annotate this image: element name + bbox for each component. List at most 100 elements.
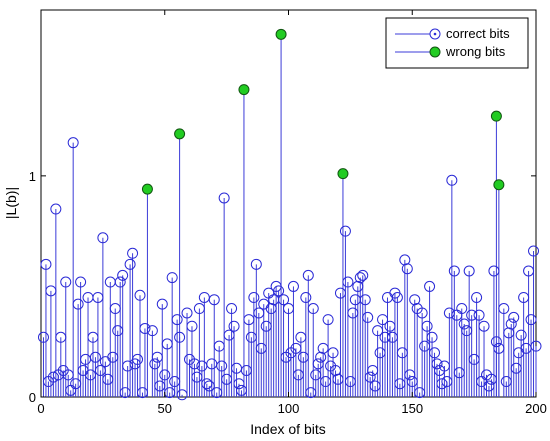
correct-bit-point bbox=[441, 376, 453, 388]
correct-bit-point bbox=[312, 358, 324, 370]
correct-bit-point bbox=[374, 347, 386, 359]
correct-bit-point bbox=[127, 247, 139, 259]
correct-bit-point bbox=[493, 342, 505, 354]
legend-correct-label: correct bits bbox=[446, 26, 510, 41]
correct-bit-point bbox=[186, 320, 198, 332]
correct-bit-point bbox=[89, 351, 101, 363]
correct-bit-point bbox=[528, 245, 540, 257]
correct-bit-point bbox=[431, 358, 443, 370]
correct-bit-point bbox=[473, 309, 485, 321]
correct-bit-point bbox=[396, 347, 408, 359]
correct-bit-point bbox=[456, 303, 468, 315]
correct-bit-point bbox=[515, 329, 527, 341]
correct-bit-point bbox=[253, 307, 265, 319]
legend-wrong-marker bbox=[429, 46, 441, 58]
correct-bit-point bbox=[500, 376, 512, 388]
correct-bit-point bbox=[67, 137, 79, 149]
correct-bit-point bbox=[109, 303, 121, 315]
wrong-bit-point bbox=[141, 183, 153, 195]
correct-bit-point bbox=[332, 373, 344, 385]
correct-bit-point bbox=[97, 232, 109, 244]
correct-bit-point bbox=[124, 258, 136, 270]
correct-bit-point bbox=[525, 314, 537, 326]
correct-bit-point bbox=[218, 192, 230, 204]
correct-bit-point bbox=[248, 291, 260, 303]
correct-bit-point bbox=[169, 376, 181, 388]
correct-bit-point bbox=[488, 265, 500, 277]
correct-bit-point bbox=[419, 340, 431, 352]
correct-bit-point bbox=[359, 294, 371, 306]
correct-bit-point bbox=[436, 378, 448, 390]
correct-bit-point bbox=[235, 384, 247, 396]
correct-bit-point bbox=[159, 369, 171, 381]
correct-bit-point bbox=[37, 331, 49, 343]
correct-bit-point bbox=[139, 322, 151, 334]
correct-bit-point bbox=[283, 303, 294, 315]
correct-bit-point bbox=[290, 342, 302, 354]
correct-bit-point bbox=[72, 298, 84, 310]
correct-bit-point bbox=[134, 289, 146, 301]
correct-bit-point bbox=[243, 314, 255, 326]
correct-bit-point bbox=[149, 358, 161, 370]
correct-bit-point bbox=[523, 265, 535, 277]
wrong-bit-point bbox=[174, 128, 186, 140]
correct-bit-point bbox=[166, 272, 178, 284]
correct-bit-point bbox=[146, 325, 158, 337]
correct-bit-point bbox=[193, 303, 205, 315]
correct-bit-point bbox=[443, 307, 455, 319]
correct-bit-point bbox=[278, 294, 290, 306]
correct-bit-point bbox=[334, 287, 346, 299]
x-axis-title: Index of bits bbox=[250, 421, 326, 437]
correct-bit-point bbox=[181, 307, 193, 319]
correct-bit-point bbox=[94, 364, 106, 376]
correct-bit-point bbox=[461, 325, 473, 337]
correct-bit-point bbox=[518, 291, 530, 303]
correct-bit-point bbox=[421, 320, 433, 332]
correct-bit-point bbox=[233, 378, 245, 390]
correct-bit-point bbox=[485, 373, 497, 385]
y-tick-label: 1 bbox=[29, 169, 36, 184]
correct-bit-point bbox=[498, 303, 510, 315]
correct-bit-point bbox=[354, 272, 366, 284]
correct-bit-point bbox=[510, 362, 522, 374]
correct-bit-point bbox=[50, 203, 62, 215]
wrong-bit-point bbox=[275, 28, 287, 40]
markers-layer bbox=[37, 28, 542, 401]
correct-bit-point bbox=[505, 318, 517, 330]
correct-bit-point bbox=[404, 369, 416, 381]
correct-bit-point bbox=[310, 369, 322, 381]
correct-bit-point bbox=[483, 380, 495, 392]
correct-bit-point bbox=[401, 263, 413, 275]
stems-layer bbox=[42, 34, 537, 397]
correct-bit-point bbox=[208, 294, 220, 306]
correct-bit-point bbox=[364, 371, 376, 383]
correct-bit-point bbox=[260, 320, 272, 332]
correct-bit-point bbox=[132, 353, 144, 365]
x-tick-label: 150 bbox=[401, 401, 423, 416]
correct-bit-point bbox=[379, 331, 391, 343]
correct-bit-point bbox=[70, 378, 82, 390]
correct-bit-point bbox=[171, 314, 183, 326]
correct-bit-point bbox=[508, 311, 520, 323]
correct-bit-point bbox=[40, 258, 52, 270]
correct-bit-point bbox=[429, 347, 441, 359]
wrong-bit-point bbox=[337, 168, 349, 180]
correct-bit-point bbox=[453, 367, 465, 379]
wrong-bit-point bbox=[238, 84, 250, 96]
correct-bit-point bbox=[136, 387, 148, 399]
wrong-bit-point bbox=[490, 110, 502, 122]
correct-bit-point bbox=[357, 269, 369, 281]
correct-bit-point bbox=[203, 380, 215, 392]
correct-bit-point bbox=[226, 303, 238, 315]
wrong-bit-point bbox=[493, 179, 505, 191]
correct-bit-point bbox=[114, 276, 126, 288]
correct-bit-point bbox=[62, 369, 74, 381]
correct-bit-point bbox=[174, 331, 186, 343]
correct-bit-point bbox=[119, 387, 131, 399]
correct-bit-point bbox=[446, 174, 458, 186]
correct-bit-point bbox=[414, 387, 426, 399]
correct-bit-point bbox=[255, 342, 267, 354]
correct-bit-point bbox=[151, 351, 163, 363]
correct-bit-point bbox=[295, 331, 307, 343]
